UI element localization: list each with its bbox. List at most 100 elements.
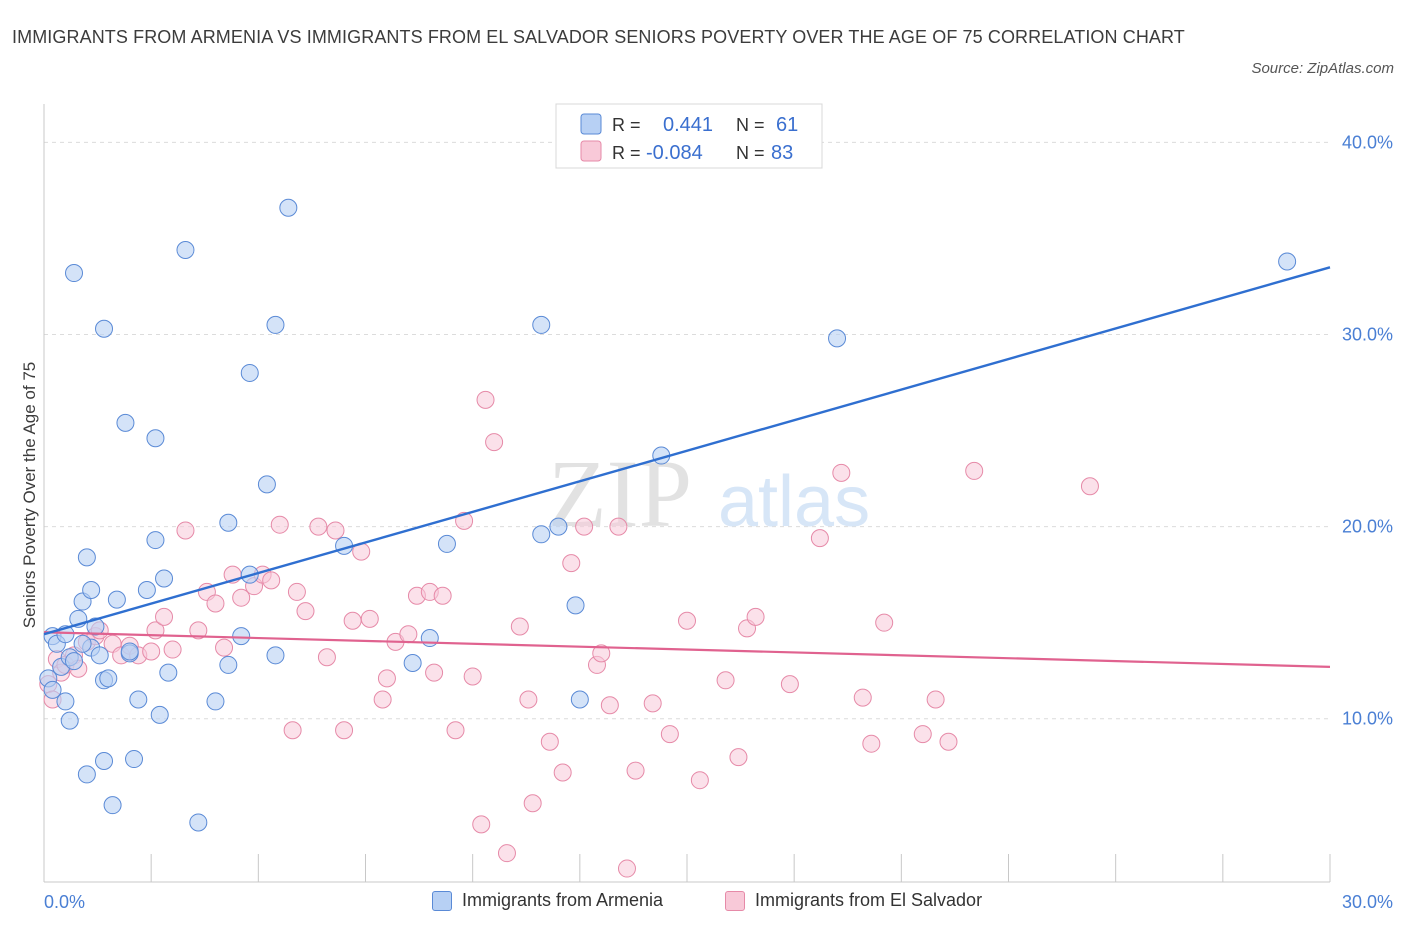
- armenia-point: [189, 813, 208, 832]
- elsalvador-point: [283, 721, 302, 740]
- elsalvador-point: [510, 617, 529, 636]
- armenia-point: [146, 531, 165, 550]
- elsalvador-point: [592, 644, 611, 663]
- elsalvador-point: [690, 771, 709, 790]
- y-tick-label: 30.0%: [1342, 325, 1393, 345]
- elsalvador-point: [523, 794, 542, 813]
- elsalvador-point: [913, 725, 932, 744]
- armenia-point: [65, 652, 84, 671]
- elsalvador-point: [678, 611, 696, 630]
- elsalvador-point: [939, 732, 958, 751]
- armenia-point: [266, 646, 285, 665]
- y-tick-label: 10.0%: [1342, 709, 1393, 729]
- elsalvador-point: [155, 607, 174, 626]
- x-tick-label: 0.0%: [44, 892, 85, 912]
- elsalvador-point: [433, 586, 452, 605]
- elsalvador-point: [317, 648, 336, 667]
- x-ticks: [43, 854, 1331, 882]
- elsalvador-point: [296, 602, 315, 621]
- elsalvador-point: [832, 463, 851, 482]
- armenia-point: [107, 590, 126, 609]
- elsalvador-point: [326, 521, 345, 540]
- armenia-point: [73, 634, 92, 653]
- armenia-point: [566, 596, 585, 615]
- armenia-point: [56, 692, 75, 711]
- legend-armenia-label: Immigrants from Armenia: [462, 890, 664, 910]
- elsalvador-trend-line: [43, 631, 1331, 668]
- legend-armenia-swatch: [580, 113, 602, 135]
- armenia-point: [549, 517, 568, 536]
- elsalvador-point: [163, 640, 182, 659]
- elsalvador-point: [262, 571, 281, 590]
- legend-item-elsalvador: Immigrants from El Salvador: [725, 890, 982, 911]
- elsalvador-point: [519, 690, 538, 709]
- elsalvador-point: [746, 607, 765, 626]
- armenia-point: [155, 569, 174, 588]
- armenia-point: [90, 646, 109, 665]
- armenia-point: [99, 669, 118, 688]
- armenia-point: [103, 796, 122, 815]
- legend-elsalvador-n-label: N =: [736, 143, 765, 163]
- elsalvador-point: [287, 582, 306, 601]
- elsalvador-point: [373, 690, 392, 709]
- armenia-point: [437, 534, 456, 553]
- armenia-point: [176, 240, 195, 259]
- armenia-point: [532, 525, 551, 544]
- legend-armenia-n-value: 61: [776, 114, 798, 136]
- elsalvador-point: [562, 554, 581, 573]
- armenia-point: [828, 329, 847, 348]
- elsalvador-point: [643, 694, 662, 713]
- elsalvador-points: [39, 390, 1099, 878]
- elsalvador-point: [540, 732, 559, 751]
- elsalvador-point: [142, 642, 161, 661]
- legend-elsalvador-r-label: R =: [612, 143, 641, 163]
- armenia-point: [420, 629, 439, 648]
- elsalvador-point: [215, 638, 234, 657]
- legend-armenia-r-value: 0.441: [663, 114, 713, 136]
- elsalvador-point: [716, 671, 735, 690]
- armenia-point: [150, 705, 169, 724]
- armenia-point: [279, 198, 298, 217]
- armenia-swatch: [432, 890, 452, 911]
- elsalvador-point: [853, 688, 872, 707]
- elsalvador-point: [497, 844, 516, 863]
- armenia-point: [219, 655, 238, 674]
- elsalvador-point: [609, 517, 628, 536]
- armenia-point: [137, 581, 156, 600]
- elsalvador-point: [1080, 477, 1099, 496]
- legend-armenia-n-label: N =: [736, 115, 765, 135]
- elsalvador-swatch: [725, 890, 745, 911]
- elsalvador-point: [206, 594, 225, 613]
- armenia-point: [116, 413, 135, 432]
- elsalvador-point: [476, 390, 495, 409]
- y-tick-labels: 10.0% 20.0% 30.0% 40.0%: [1342, 132, 1393, 728]
- armenia-point: [570, 690, 589, 709]
- y-tick-label: 40.0%: [1342, 132, 1393, 152]
- elsalvador-point: [553, 763, 572, 782]
- armenia-point: [77, 548, 96, 567]
- elsalvador-point: [270, 515, 289, 534]
- armenia-point: [257, 475, 276, 494]
- armenia-point: [1278, 252, 1297, 271]
- chart-title: IMMIGRANTS FROM ARMENIA VS IMMIGRANTS FR…: [12, 27, 1185, 47]
- elsalvador-point: [472, 815, 491, 834]
- elsalvador-point: [360, 609, 379, 628]
- elsalvador-point: [309, 517, 328, 536]
- x-tick-labels: 0.0% 30.0%: [44, 892, 1393, 912]
- armenia-point: [95, 751, 114, 770]
- elsalvador-point: [875, 613, 894, 632]
- elsalvador-point: [965, 461, 984, 480]
- legend-elsalvador-n-value: 83: [771, 142, 793, 164]
- elsalvador-point: [232, 588, 251, 607]
- elsalvador-point: [862, 734, 881, 753]
- x-tick-label: 30.0%: [1342, 892, 1393, 912]
- armenia-point: [65, 264, 84, 283]
- armenia-point: [129, 690, 148, 709]
- legend-armenia-r-label: R =: [612, 115, 641, 135]
- elsalvador-point: [176, 521, 195, 540]
- armenia-point: [125, 750, 144, 769]
- legend-elsalvador-label: Immigrants from El Salvador: [755, 890, 983, 910]
- elsalvador-point: [425, 663, 444, 682]
- armenia-point: [82, 581, 101, 600]
